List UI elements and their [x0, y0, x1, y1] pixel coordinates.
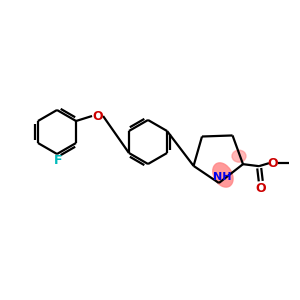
Ellipse shape: [213, 163, 233, 187]
Text: O: O: [268, 157, 278, 170]
Text: NH: NH: [213, 172, 231, 182]
Text: O: O: [256, 182, 266, 195]
Text: F: F: [54, 154, 62, 167]
Ellipse shape: [232, 150, 246, 162]
Text: O: O: [93, 110, 104, 122]
